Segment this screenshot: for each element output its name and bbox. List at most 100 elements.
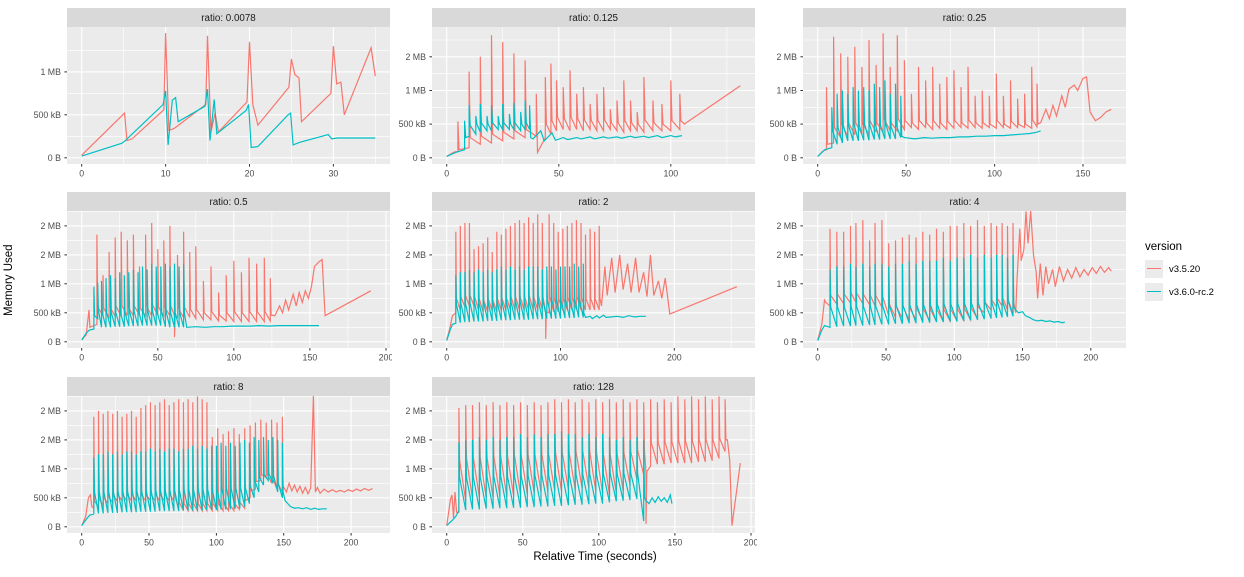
svg-text:1 MB: 1 MB: [405, 279, 426, 289]
facet-ratio-2: 0 100 200 0 B 500 kB 1 MB 2 MB 2 MB ratio: 2: [387, 192, 757, 374]
svg-text:0 B: 0 B: [48, 522, 61, 532]
svg-text:0 B: 0 B: [784, 153, 797, 163]
facet-plot-panel: 0 50 100 150 200 0 B 500 kB 1 MB 2 MB 2 MB ratio: …: [34, 192, 392, 363]
svg-text:1 MB: 1 MB: [40, 464, 61, 474]
svg-text:ratio: 0.0078: ratio: 0.0078: [201, 13, 256, 24]
legend-key-line-icon: [1145, 283, 1163, 301]
svg-text:0: 0: [444, 353, 449, 363]
svg-text:2 MB: 2 MB: [405, 250, 426, 260]
svg-text:2 MB: 2 MB: [40, 221, 61, 231]
svg-text:0 B: 0 B: [413, 522, 426, 532]
svg-text:2 MB: 2 MB: [405, 52, 426, 62]
svg-text:0 B: 0 B: [48, 153, 61, 163]
svg-text:500 kB: 500 kB: [399, 119, 427, 129]
facet-ratio-0-125: 0 50 100 0 B 500 kB 1 MB 2 MB ratio: 0.125: [387, 8, 757, 190]
svg-text:ratio: 128: ratio: 128: [573, 382, 614, 393]
svg-text:500 kB: 500 kB: [34, 110, 62, 120]
facet-plot-panel: 0 50 100 150 0 B 500 kB 1 MB 2 MB ratio: 0.25: [770, 8, 1126, 179]
svg-text:ratio: 8: ratio: 8: [214, 382, 245, 393]
svg-text:50: 50: [144, 538, 154, 548]
svg-text:500 kB: 500 kB: [770, 308, 798, 318]
svg-text:1 MB: 1 MB: [776, 279, 797, 289]
svg-text:ratio: 0.125: ratio: 0.125: [569, 13, 619, 24]
svg-text:0: 0: [79, 169, 84, 179]
legend-item-label: v3.5.20: [1169, 263, 1201, 275]
legend-title: version: [1145, 241, 1183, 253]
facet-ratio-0-0078: 0 10 20 30 0 B 500 kB 1 MB ratio: 0.0078: [22, 8, 392, 190]
facet-plot-panel: 0 10 20 30 0 B 500 kB 1 MB ratio: 0.0078: [34, 8, 390, 179]
svg-text:2 MB: 2 MB: [405, 435, 426, 445]
svg-text:0: 0: [815, 353, 820, 363]
facet-plot-panel: 0 50 100 0 B 500 kB 1 MB 2 MB ratio: 0.125: [399, 8, 755, 179]
facet-ratio-8: 0 50 100 150 200 0 B 500 kB 1 MB 2 MB 2 MB ratio: …: [22, 377, 392, 559]
svg-text:2 MB: 2 MB: [776, 250, 797, 260]
facet-plot-panel: 0 50 100 150 200 0 B 500 kB 1 MB 2 MB 2 MB ratio: …: [770, 192, 1126, 363]
svg-text:0 B: 0 B: [48, 337, 61, 347]
svg-text:100: 100: [663, 169, 678, 179]
svg-text:2 MB: 2 MB: [40, 435, 61, 445]
svg-text:20: 20: [245, 169, 255, 179]
svg-text:2 MB: 2 MB: [40, 250, 61, 260]
svg-text:50: 50: [554, 169, 564, 179]
svg-text:200: 200: [379, 353, 392, 363]
svg-text:200: 200: [667, 353, 682, 363]
svg-text:150: 150: [276, 538, 291, 548]
svg-text:100: 100: [591, 538, 606, 548]
svg-text:150: 150: [303, 353, 318, 363]
legend: version v3.5.20 v3.6.0-rc.2: [1145, 241, 1214, 306]
legend-item-v3-5-20: v3.5.20: [1145, 260, 1214, 278]
facet-ratio-4: 0 50 100 150 200 0 B 500 kB 1 MB 2 MB 2 MB ratio: …: [758, 192, 1128, 374]
svg-text:0: 0: [79, 538, 84, 548]
svg-text:100: 100: [209, 538, 224, 548]
svg-text:0 B: 0 B: [413, 153, 426, 163]
svg-text:150: 150: [1015, 353, 1030, 363]
svg-text:150: 150: [668, 538, 683, 548]
svg-text:2 MB: 2 MB: [776, 52, 797, 62]
facet-ratio-0-25: 0 50 100 150 0 B 500 kB 1 MB 2 MB ratio: 0.25: [758, 8, 1128, 190]
svg-text:50: 50: [153, 353, 163, 363]
svg-text:50: 50: [518, 538, 528, 548]
svg-text:500 kB: 500 kB: [34, 308, 62, 318]
legend-key-line-icon: [1145, 260, 1163, 278]
svg-text:0: 0: [815, 169, 820, 179]
svg-text:0: 0: [444, 538, 449, 548]
svg-text:ratio: 4: ratio: 4: [950, 197, 981, 208]
svg-text:100: 100: [987, 169, 1002, 179]
svg-text:0: 0: [444, 169, 449, 179]
svg-text:150: 150: [1076, 169, 1091, 179]
facet-ratio-0-5: 0 50 100 150 200 0 B 500 kB 1 MB 2 MB 2 MB ratio: …: [22, 192, 392, 374]
facet-plot-panel: 0 50 100 150 200 0 B 500 kB 1 MB 2 MB 2 MB ratio: …: [34, 377, 390, 548]
svg-text:200: 200: [344, 538, 359, 548]
svg-text:2 MB: 2 MB: [405, 406, 426, 416]
svg-text:ratio: 2: ratio: 2: [579, 197, 609, 208]
svg-text:0 B: 0 B: [413, 337, 426, 347]
svg-text:ratio: 0.25: ratio: 0.25: [943, 13, 987, 24]
svg-text:100: 100: [226, 353, 241, 363]
svg-text:2 MB: 2 MB: [776, 221, 797, 231]
svg-text:1 MB: 1 MB: [776, 86, 797, 96]
svg-text:500 kB: 500 kB: [399, 493, 427, 503]
svg-text:0 B: 0 B: [784, 337, 797, 347]
svg-text:2 MB: 2 MB: [40, 406, 61, 416]
svg-text:500 kB: 500 kB: [399, 308, 427, 318]
svg-text:200: 200: [1083, 353, 1098, 363]
facet-plot-panel: 0 100 200 0 B 500 kB 1 MB 2 MB 2 MB ratio: 2: [399, 192, 755, 363]
svg-text:200: 200: [744, 538, 757, 548]
svg-text:1 MB: 1 MB: [40, 67, 61, 77]
svg-text:ratio: 0.5: ratio: 0.5: [209, 197, 248, 208]
legend-item-label: v3.6.0-rc.2: [1169, 286, 1214, 298]
facet-ratio-128: 0 50 100 150 200 0 B 500 kB 1 MB 2 MB 2 MB ratio: …: [387, 377, 757, 559]
svg-text:500 kB: 500 kB: [770, 119, 798, 129]
svg-text:0: 0: [79, 353, 84, 363]
y-axis-title: Memory Used: [3, 244, 15, 317]
svg-text:10: 10: [161, 169, 171, 179]
svg-text:2 MB: 2 MB: [405, 221, 426, 231]
svg-text:1 MB: 1 MB: [405, 86, 426, 96]
svg-text:500 kB: 500 kB: [34, 493, 62, 503]
svg-text:1 MB: 1 MB: [405, 464, 426, 474]
facet-plot-panel: 0 50 100 150 200 0 B 500 kB 1 MB 2 MB 2 MB ratio: …: [399, 377, 757, 548]
svg-text:100: 100: [553, 353, 568, 363]
x-axis-title: Relative Time (seconds): [533, 551, 657, 563]
svg-text:30: 30: [329, 169, 339, 179]
